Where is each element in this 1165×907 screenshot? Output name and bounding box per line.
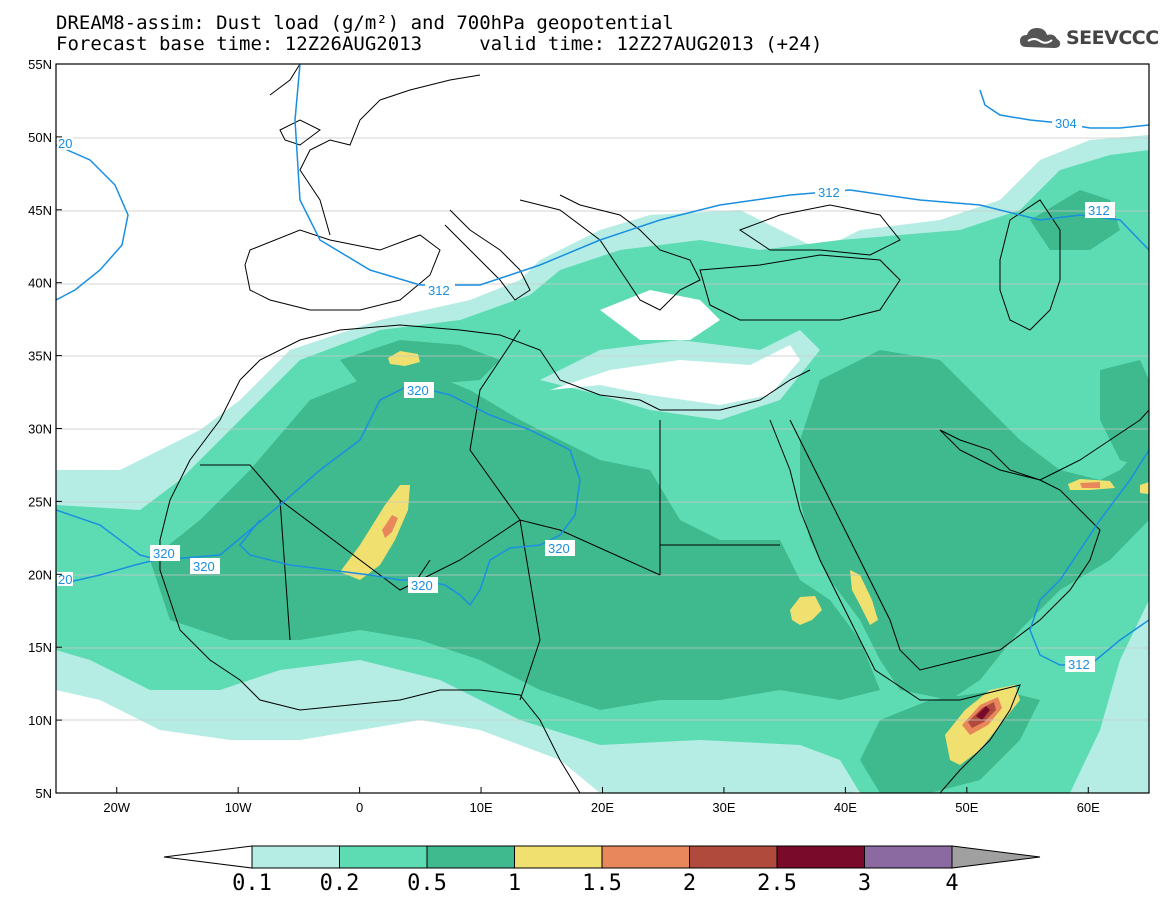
seevccc-logo: SEEVCCC [1018,25,1159,51]
contour-label-312: 312 [428,283,450,298]
map-title: DREAM8-assim: Dust load (g/m²) and 700hP… [56,12,674,34]
map-graticule [56,137,1149,721]
colorbar-swatch [776,845,865,869]
contour-label-320: 320 [407,383,429,398]
latitude-tick-label: 55N [28,57,52,72]
longitude-tick-label: 0 [356,800,363,815]
map-subtitle: Forecast base time: 12Z26AUG2013 valid t… [56,33,823,55]
colorbar-swatch [426,845,515,869]
contour-labels: 320 320 320 320 320 312 312 312 312 304 … [57,115,1115,672]
contour-label-320: 320 [193,559,215,574]
contour-label-edge: 20 [58,572,72,587]
coastlines [159,64,1149,793]
colorbar-label: 1 [508,871,521,896]
geopotential-contours [56,64,1149,666]
longitude-tick-label: 30E [712,800,735,815]
latitude-tick-label: 35N [28,349,52,364]
latitude-tick-label: 10N [28,713,52,728]
dust-level-1.0-algeria [388,351,420,366]
contour-320-west-africa [56,384,581,607]
colorbar-label: 2 [683,871,696,896]
contour-320-west-edge [56,559,156,586]
dust-level-1.0-ethiopia [790,596,822,625]
clear-area-mediterranean-2 [550,345,800,405]
colorbar-swatch [514,845,603,869]
longitude-tick-label: 50E [955,800,978,815]
colorbar-swatch [339,845,428,869]
dust-level-1.5-iran [1080,482,1100,488]
logo-text: SEEVCCC [1066,27,1159,49]
colorbar-label: 2.5 [757,871,797,896]
contour-label-320: 320 [548,541,570,556]
contour-label-312: 312 [1088,203,1110,218]
colorbar-overflow-arrow [951,845,1041,869]
latitude-axis: 55N 50N 45N 40N 35N 30N 25N 20N 15N 10N 5N [28,57,62,801]
dust-fields [56,135,1149,793]
latitude-tick-label: 25N [28,494,52,509]
longitude-tick-label: 10W [225,800,252,815]
colorbar-label: 0.2 [320,871,360,896]
dust-level-0.5-north [340,340,500,385]
dust-level-0.5-sahara [150,370,880,710]
colorbar-swatch [689,845,778,869]
dust-level-1.0-red-sea [850,570,878,625]
dust-level-0.5-arabia [800,350,1149,700]
colorbar-underflow-arrow [163,845,253,869]
contour-304-north [979,89,1149,129]
latitude-tick-label: 50N [28,130,52,145]
longitude-tick-label: 20W [103,800,130,815]
dust-level-1.0-west-sahara [340,485,410,580]
contour-label-320: 320 [153,546,175,561]
contour-label-320: 320 [411,578,433,593]
cloud-icon [1020,28,1061,48]
latitude-tick-label: 20N [28,567,52,582]
contour-label-edge: 20 [58,136,72,151]
colorbar-label: 0.5 [407,871,447,896]
dust-level-1.0-east-edge [1140,482,1149,494]
colorbar-swatch [864,845,953,869]
clear-area-mediterranean-3 [600,290,720,340]
longitude-tick-label: 60E [1077,800,1100,815]
longitude-tick-label: 20E [591,800,614,815]
longitude-axis: 20W 10W 0 10E 20E 30E 40E 50E 60E [103,787,1100,815]
dust-level-2.5-somalia [976,706,990,720]
latitude-tick-label: 45N [28,203,52,218]
dust-level-1.5-sahara [382,515,398,538]
colorbar-label: 4 [945,871,958,896]
colorbar-swatch [251,845,340,869]
colorbar-label: 1.5 [582,871,622,896]
colorbar-label: 0.1 [232,871,272,896]
latitude-tick-label: 5N [35,786,52,801]
dust-colorbar: 0.1 0.2 0.5 1 1.5 2 2.5 3 4 [163,845,1041,896]
colorbar-label: 3 [858,871,871,896]
longitude-tick-label: 40E [834,800,857,815]
longitude-tick-label: 10E [469,800,492,815]
contour-label-312: 312 [818,185,840,200]
latitude-tick-label: 30N [28,422,52,437]
contour-312-europe [294,64,1149,286]
contour-label-304: 304 [1055,116,1077,131]
contour-320-west-margin [56,144,129,301]
latitude-tick-label: 15N [28,640,52,655]
colorbar-swatch [601,845,690,869]
contour-label-312: 312 [1068,657,1090,672]
latitude-tick-label: 40N [28,276,52,291]
dust-level-0.5-iran [1100,360,1149,470]
